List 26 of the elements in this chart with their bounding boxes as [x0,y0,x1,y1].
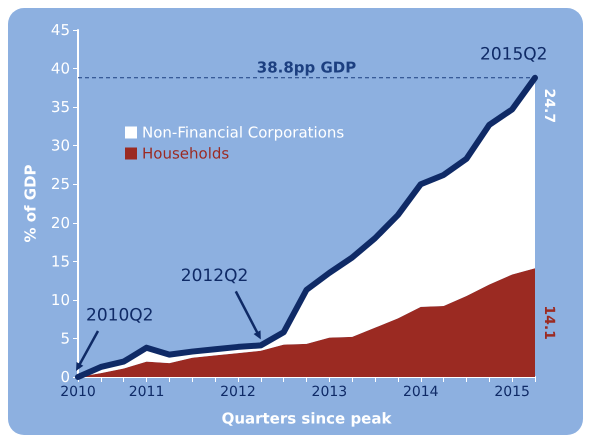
annotation: 2010Q2 [86,306,154,326]
y-tick-label: 10 [50,290,70,309]
x-axis-title: Quarters since peak [222,410,392,428]
y-tick-label: 35 [50,98,70,116]
legend-label: Non-Financial Corporations [142,124,344,142]
x-tick-label: 2013 [312,384,348,400]
y-tick-label: 20 [50,214,70,232]
y-tick-label: 0 [60,368,70,386]
x-tick-label: 2012 [220,384,256,400]
y-tick-label: 15 [50,252,70,270]
data-label: 24.7 [541,88,557,124]
y-tick-label: 40 [50,60,70,78]
y-axis-title: % of GDP [22,164,40,243]
y-tick-label: 25 [50,175,70,194]
data-label: 14.1 [541,305,557,340]
x-tick-label: 2014 [402,384,439,400]
ref-line-label: 38.8pp GDP [256,58,356,76]
x-tick-label: 2010 [60,384,96,400]
annotation: 2012Q2 [180,266,248,286]
annotation: 2015Q2 [480,44,548,64]
y-tick-label: 45 [50,21,70,39]
y-tick-label: 5 [60,329,70,348]
y-tick-label: 30 [50,136,70,155]
x-tick-label: 2015 [494,384,530,400]
x-tick-label: 2011 [128,384,164,400]
legend-label: Households [142,144,230,162]
